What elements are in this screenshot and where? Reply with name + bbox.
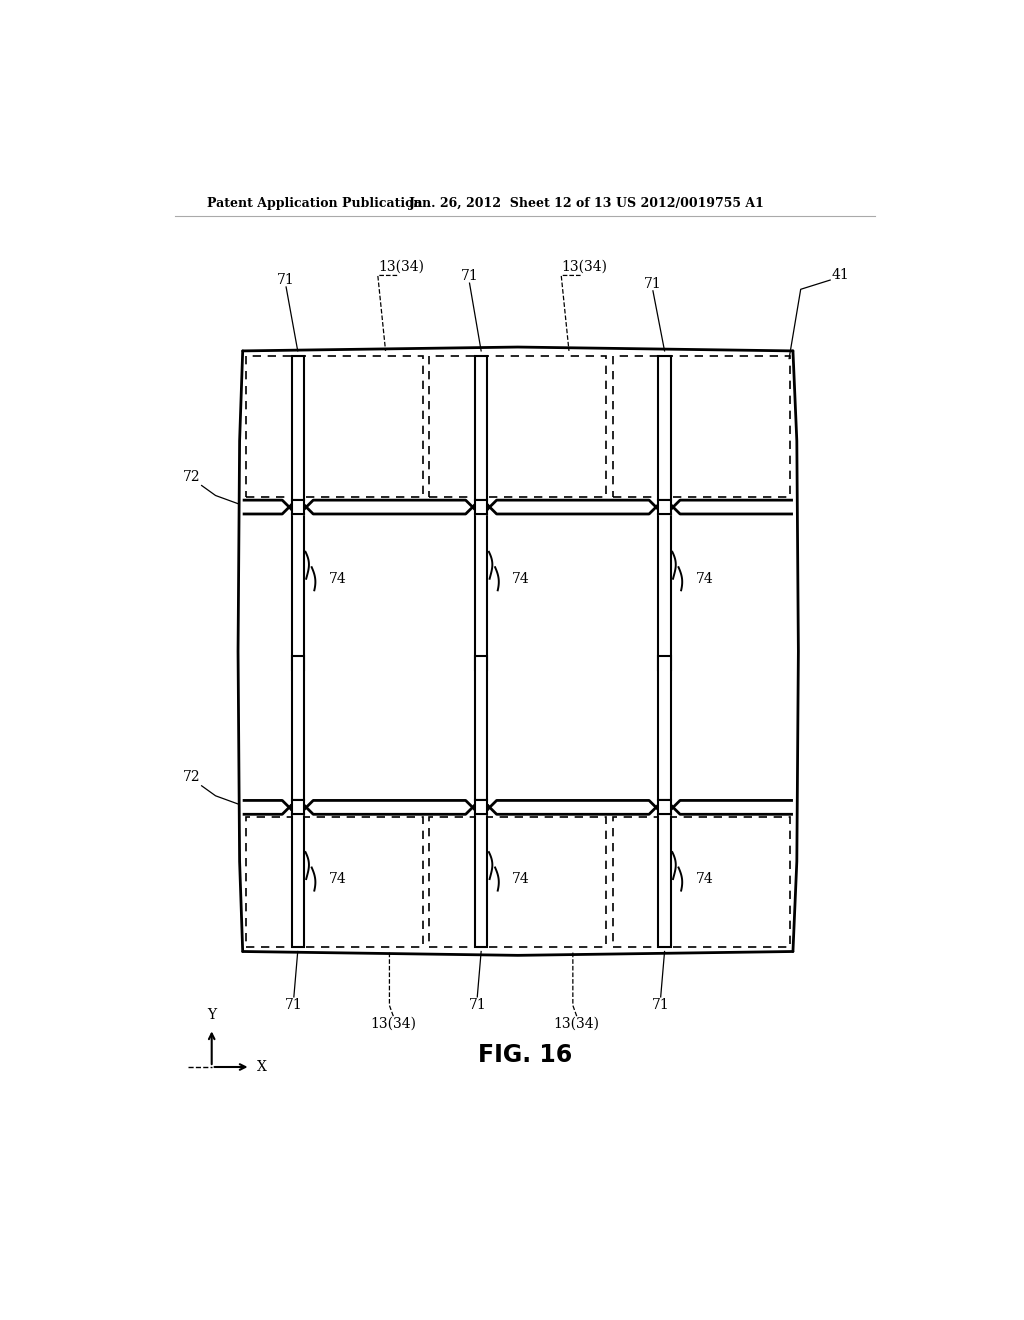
- Text: 71: 71: [461, 269, 478, 284]
- Bar: [658, 800, 671, 814]
- Bar: [658, 656, 671, 800]
- Bar: [292, 500, 304, 513]
- Text: US 2012/0019755 A1: US 2012/0019755 A1: [616, 197, 764, 210]
- Bar: [612, 817, 790, 946]
- Bar: [246, 355, 423, 498]
- Text: 13(34): 13(34): [378, 260, 424, 275]
- Text: 13(34): 13(34): [371, 1016, 417, 1031]
- Bar: [475, 513, 487, 671]
- Bar: [292, 656, 304, 800]
- Bar: [246, 817, 423, 946]
- Text: Y: Y: [207, 1008, 216, 1022]
- Text: 74: 74: [512, 873, 529, 886]
- Bar: [658, 513, 671, 671]
- Text: 74: 74: [329, 873, 346, 886]
- Bar: [612, 355, 790, 498]
- Text: 74: 74: [512, 572, 529, 586]
- Bar: [429, 355, 606, 498]
- Text: Patent Application Publication: Patent Application Publication: [207, 197, 423, 210]
- Text: 72: 72: [182, 470, 200, 484]
- Bar: [292, 800, 304, 814]
- Text: 13(34): 13(34): [561, 260, 607, 275]
- Text: 74: 74: [329, 572, 346, 586]
- Text: 74: 74: [695, 572, 714, 586]
- Bar: [475, 814, 487, 946]
- Bar: [475, 800, 487, 814]
- Bar: [658, 500, 671, 513]
- Text: Jan. 26, 2012  Sheet 12 of 13: Jan. 26, 2012 Sheet 12 of 13: [409, 197, 612, 210]
- Bar: [475, 656, 487, 800]
- Bar: [475, 500, 487, 513]
- Text: 72: 72: [182, 771, 200, 784]
- Text: 71: 71: [278, 273, 295, 286]
- Text: 71: 71: [468, 998, 486, 1011]
- Bar: [243, 800, 793, 814]
- Bar: [243, 500, 793, 513]
- Bar: [475, 355, 487, 500]
- Bar: [292, 814, 304, 946]
- Text: 71: 71: [285, 998, 303, 1011]
- Bar: [292, 513, 304, 671]
- Text: FIG. 16: FIG. 16: [477, 1043, 572, 1068]
- Text: 41: 41: [831, 268, 850, 281]
- Text: X: X: [257, 1060, 266, 1074]
- Text: 74: 74: [695, 873, 714, 886]
- Bar: [429, 817, 606, 946]
- Bar: [658, 355, 671, 500]
- Text: 13(34): 13(34): [554, 1016, 600, 1031]
- Text: 71: 71: [644, 277, 662, 290]
- Bar: [658, 814, 671, 946]
- Text: 71: 71: [652, 998, 670, 1011]
- Bar: [292, 355, 304, 500]
